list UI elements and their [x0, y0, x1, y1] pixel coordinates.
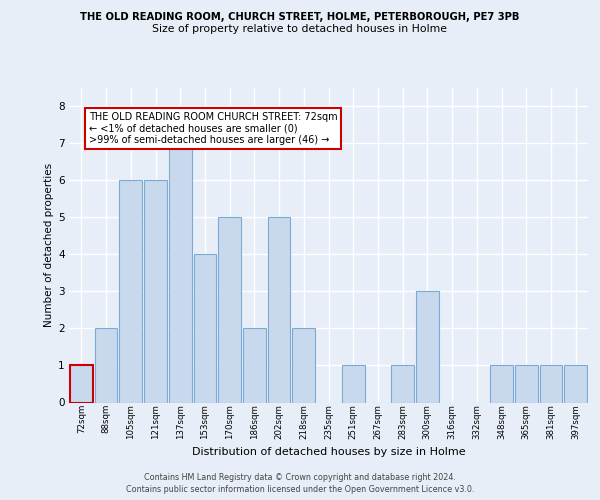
Bar — [95, 328, 118, 402]
Bar — [218, 217, 241, 402]
Bar — [416, 292, 439, 403]
Text: Size of property relative to detached houses in Holme: Size of property relative to detached ho… — [152, 24, 448, 34]
Text: THE OLD READING ROOM CHURCH STREET: 72sqm
← <1% of detached houses are smaller (: THE OLD READING ROOM CHURCH STREET: 72sq… — [89, 112, 337, 145]
Y-axis label: Number of detached properties: Number of detached properties — [44, 163, 54, 327]
Bar — [515, 366, 538, 403]
Bar — [169, 143, 191, 403]
Bar — [119, 180, 142, 402]
Bar — [292, 328, 315, 402]
Bar — [194, 254, 216, 402]
Bar — [539, 366, 562, 403]
Bar — [564, 366, 587, 403]
Text: THE OLD READING ROOM, CHURCH STREET, HOLME, PETERBOROUGH, PE7 3PB: THE OLD READING ROOM, CHURCH STREET, HOL… — [80, 12, 520, 22]
Bar — [391, 366, 414, 403]
Bar — [70, 366, 93, 403]
Bar — [342, 366, 365, 403]
Bar — [144, 180, 167, 402]
Bar — [268, 217, 290, 402]
Bar — [490, 366, 513, 403]
Text: Contains HM Land Registry data © Crown copyright and database right 2024.
Contai: Contains HM Land Registry data © Crown c… — [126, 472, 474, 494]
Bar — [243, 328, 266, 402]
X-axis label: Distribution of detached houses by size in Holme: Distribution of detached houses by size … — [191, 447, 466, 457]
